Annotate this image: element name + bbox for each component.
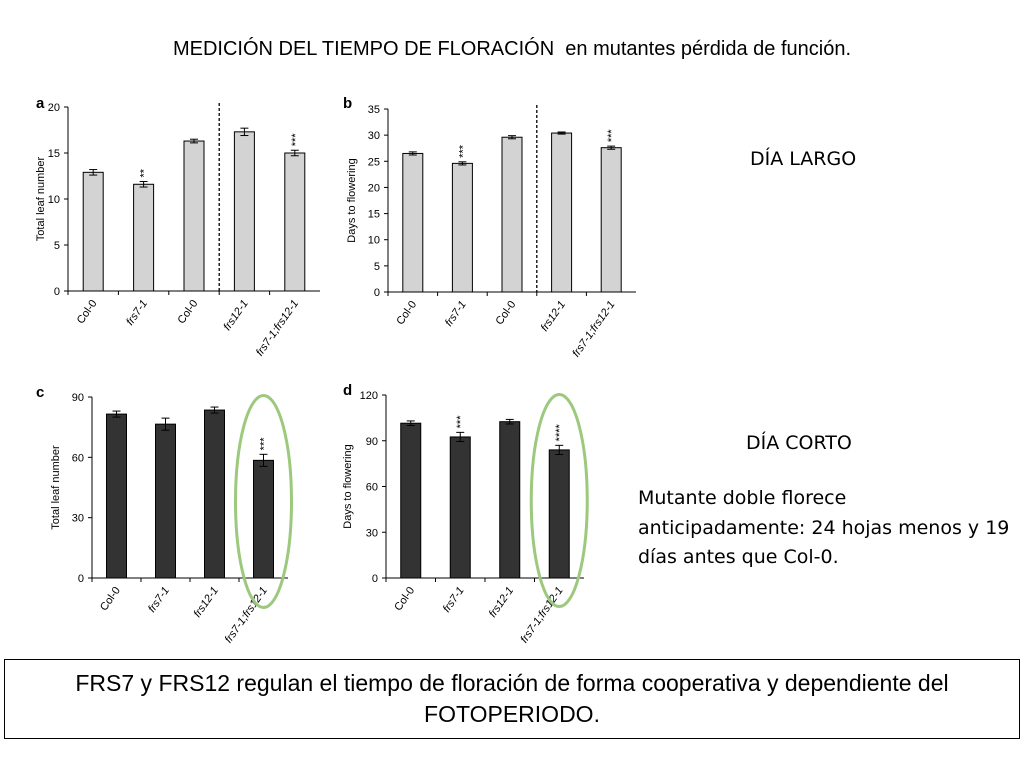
x-tick-label: frs7-1 [441, 585, 467, 615]
significance-label: *** [606, 129, 618, 143]
x-tick-label: frs7-1;frs12-1 [570, 299, 617, 359]
y-tick-label: 90 [72, 392, 84, 404]
y-tick-label: 20 [368, 182, 380, 194]
bar [600, 147, 622, 293]
x-tick-label: frs12-1 [191, 585, 220, 620]
slide-title-main: MEDICIÓN DEL TIEMPO DE FLORACIÓN [172, 38, 555, 60]
x-tick-label: Col-0 [392, 585, 417, 613]
x-tick-label: Col-0 [75, 298, 100, 326]
x-tick-label: frs12-1 [487, 585, 516, 620]
x-tick-label: Col-0 [176, 298, 201, 326]
y-tick-label: 0 [78, 573, 84, 585]
x-tick-label: frs7-1 [443, 299, 469, 329]
x-tick-label: frs7-1;frs12-1 [223, 585, 270, 645]
y-axis-label: Days to flowering [346, 158, 358, 242]
bar [402, 152, 424, 293]
y-tick-label: 5 [374, 261, 380, 273]
bar [82, 171, 104, 292]
bar [501, 136, 523, 293]
bar [233, 131, 255, 292]
y-tick-label: 0 [372, 573, 378, 585]
y-tick-label: 60 [72, 452, 84, 464]
long-day-label: DÍA LARGO [750, 148, 857, 170]
bar [106, 413, 127, 579]
x-tick-label: frs7-1 [124, 298, 150, 328]
y-tick-label: 30 [72, 513, 84, 525]
y-tick-label: 15 [48, 148, 60, 160]
y-axis-label: Days to flowering [342, 444, 354, 528]
y-tick-label: 20 [48, 102, 60, 114]
conclusion-box: FRS7 y FRS12 regulan el tiempo de florac… [4, 659, 1020, 739]
x-tick-label: frs7-1;frs12-1 [518, 585, 565, 645]
bar [133, 183, 155, 292]
x-tick-label: Col-0 [394, 299, 419, 327]
bar [253, 459, 274, 579]
y-tick-label: 60 [366, 482, 378, 494]
bar [183, 140, 205, 292]
y-axis-label: Total leaf number [50, 445, 62, 530]
conclusion-text: FRS7 y FRS12 regulan el tiempo de florac… [75, 670, 949, 727]
x-tick-label: frs12-1 [539, 299, 568, 334]
y-axis-label: Total leaf number [35, 156, 47, 241]
bar [449, 436, 471, 579]
highlight-ellipse [529, 393, 589, 608]
significance-label: *** [259, 437, 271, 451]
significance-label: **** [554, 423, 566, 441]
y-tick-label: 30 [366, 527, 378, 539]
bar [400, 422, 422, 579]
slide-title-sub: en mutantes pérdida de función. [565, 38, 852, 60]
x-tick-label: frs7-1 [146, 585, 172, 615]
short-day-label: DÍA CORTO [746, 432, 852, 454]
y-tick-label: 90 [366, 436, 378, 448]
highlight-ellipse [234, 394, 293, 609]
bar [551, 132, 573, 293]
panel-letter: d [343, 382, 352, 399]
x-tick-label: Col-0 [494, 299, 519, 327]
y-tick-label: 25 [368, 156, 380, 168]
y-tick-label: 35 [368, 104, 380, 116]
y-tick-label: 10 [368, 235, 380, 247]
panel-letter: a [36, 95, 45, 112]
bar [451, 162, 473, 293]
bar [155, 423, 176, 579]
panel-letter: b [343, 95, 352, 112]
panel-d: d 0 30 60 90 120 Days to flowering Col-0 *** frs7… [342, 382, 589, 645]
panel-b: b 0 5 10 15 20 25 30 35 Days to flowering Col-0 ***… [343, 95, 636, 359]
panel-letter: c [36, 384, 44, 401]
bar [284, 152, 306, 292]
y-tick-label: 0 [54, 286, 60, 298]
y-tick-label: 10 [48, 194, 60, 206]
y-tick-label: 5 [54, 240, 60, 252]
panel-c: c 0 30 60 90 Total leaf number Col-0 frs7-1 frs1… [36, 384, 293, 645]
double-mutant-note: Mutante doble florece anticipadamente: 2… [638, 487, 1010, 568]
significance-label: ** [139, 168, 151, 177]
panel-a: a 0 5 10 15 20 Total leaf number Col-0 ** frs7-1 C… [35, 95, 320, 358]
y-tick-label: 0 [374, 287, 380, 299]
significance-label: *** [455, 415, 467, 429]
x-tick-label: Col-0 [98, 585, 123, 613]
significance-label: *** [457, 144, 469, 158]
bar [499, 421, 521, 579]
y-tick-label: 30 [368, 130, 380, 142]
bar [204, 409, 225, 579]
figure-panels: a 0 5 10 15 20 Total leaf number Col-0 ** frs7-1 C… [35, 95, 636, 645]
slide-title: MEDICIÓN DEL TIEMPO DE FLORACIÓN en muta… [0, 38, 1024, 61]
x-tick-label: frs12-1 [221, 298, 250, 333]
x-tick-label: frs7-1;frs12-1 [254, 298, 301, 358]
significance-label: *** [290, 133, 302, 147]
y-tick-label: 15 [368, 209, 380, 221]
bar [548, 449, 570, 579]
y-tick-label: 120 [360, 390, 378, 402]
